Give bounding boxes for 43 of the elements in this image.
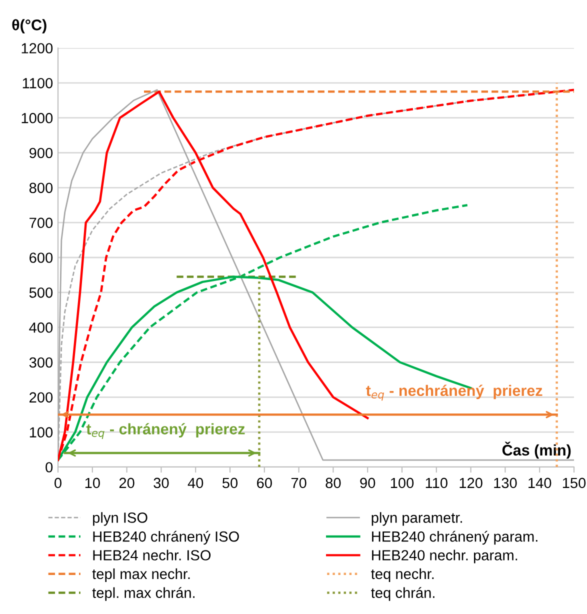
y-axis-title: θ(°C) [12, 19, 46, 34]
x-tick-label: 60 [257, 478, 272, 488]
x-axis-title: Čas (min) [502, 442, 571, 459]
y-tick-label: 500 [29, 288, 53, 298]
y-tick-label: 200 [30, 392, 53, 403]
y-tick-label: 800 [29, 182, 53, 194]
legend-label: teq chrán. [371, 587, 434, 601]
x-tick-label: 100 [390, 478, 414, 488]
x-tick-label: 40 [188, 478, 204, 488]
y-tick-label: 0 [46, 462, 53, 472]
legend-label: tepl max nechr. [92, 568, 190, 582]
y-tick-label: 1100 [22, 78, 53, 88]
y-tick-label: 400 [29, 322, 53, 333]
y-tick-label: 300 [29, 357, 53, 368]
legend-label: HEB240 chránený param. [372, 530, 538, 545]
y-tick-label: 1200 [22, 43, 53, 54]
y-tick-label: 900 [29, 148, 53, 158]
legend-label: HEB240 nechr. param. [372, 550, 518, 564]
x-tick-label: 0 [54, 478, 62, 488]
x-tick-label: 20 [119, 478, 134, 488]
y-tick-label: 100 [30, 427, 53, 438]
y-tick-label: 600 [30, 252, 53, 263]
x-tick-label: 150 [562, 478, 586, 488]
legend-label: plyn ISO [93, 512, 148, 526]
legend-label: HEB24 nechr. ISO [93, 550, 211, 560]
x-tick-label: 50 [222, 478, 238, 488]
y-tick-label: 1000 [22, 112, 53, 124]
legend-label: tepl. max chrán. [92, 587, 195, 601]
x-tick-label: 110 [426, 478, 448, 488]
x-tick-label: 10 [85, 478, 100, 488]
annotation: t$_{eq}$ - nechránený prierez [366, 384, 542, 401]
annotation: t$_{eq}$ - chránený prierez [86, 423, 245, 440]
x-tick-label: 70 [291, 478, 306, 488]
x-tick-label: 140 [528, 478, 552, 488]
legend-label: HEB240 chránený ISO [93, 530, 239, 545]
legend-label: plyn parametr. [372, 512, 462, 526]
x-tick-label: 80 [326, 478, 341, 488]
legend-label: teq nechr. [371, 568, 434, 582]
y-tick-label: 700 [30, 218, 53, 228]
x-tick-label: 120 [460, 478, 482, 488]
x-tick-label: 90 [360, 478, 376, 488]
x-tick-label: 30 [154, 478, 169, 488]
x-tick-label: 130 [494, 478, 517, 488]
